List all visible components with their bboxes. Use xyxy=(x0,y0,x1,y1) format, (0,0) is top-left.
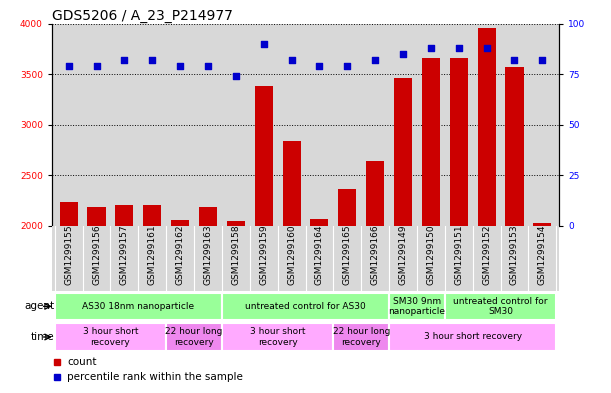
Bar xyxy=(450,58,468,226)
Text: time: time xyxy=(31,332,55,342)
Bar xyxy=(87,207,106,226)
Text: untreated control for
SM30: untreated control for SM30 xyxy=(453,297,548,316)
Bar xyxy=(115,205,133,226)
Point xyxy=(454,45,464,51)
Bar xyxy=(60,202,78,226)
Point xyxy=(370,57,380,63)
Bar xyxy=(394,78,412,226)
Point xyxy=(538,57,547,63)
Bar xyxy=(166,323,222,351)
Point xyxy=(259,41,269,47)
Text: AS30 18nm nanoparticle: AS30 18nm nanoparticle xyxy=(82,302,194,311)
Text: 3 hour short recovery: 3 hour short recovery xyxy=(423,332,522,342)
Bar xyxy=(143,205,161,226)
Point xyxy=(342,63,352,69)
Point xyxy=(426,45,436,51)
Bar xyxy=(334,323,389,351)
Bar xyxy=(199,207,217,226)
Point xyxy=(231,73,241,79)
Point xyxy=(147,57,157,63)
Text: agent: agent xyxy=(24,301,55,311)
Bar xyxy=(55,323,166,351)
Bar xyxy=(282,141,301,226)
Bar xyxy=(310,219,329,226)
Text: 3 hour short
recovery: 3 hour short recovery xyxy=(82,327,138,347)
Bar xyxy=(222,293,389,320)
Bar xyxy=(338,189,356,226)
Bar xyxy=(255,86,273,226)
Point xyxy=(481,45,491,51)
Text: 22 hour long
recovery: 22 hour long recovery xyxy=(332,327,390,347)
Bar xyxy=(389,293,445,320)
Bar xyxy=(389,323,556,351)
Bar xyxy=(533,223,551,226)
Text: untreated control for AS30: untreated control for AS30 xyxy=(245,302,366,311)
Bar xyxy=(222,323,334,351)
Text: percentile rank within the sample: percentile rank within the sample xyxy=(67,372,243,382)
Bar xyxy=(478,28,496,226)
Point xyxy=(287,57,296,63)
Bar xyxy=(171,220,189,226)
Point xyxy=(510,57,519,63)
Bar xyxy=(445,293,556,320)
Point xyxy=(120,57,130,63)
Text: 22 hour long
recovery: 22 hour long recovery xyxy=(166,327,223,347)
Point xyxy=(315,63,324,69)
Text: 3 hour short
recovery: 3 hour short recovery xyxy=(250,327,306,347)
Point xyxy=(203,63,213,69)
Bar xyxy=(55,293,222,320)
Point xyxy=(64,63,73,69)
Text: GDS5206 / A_23_P214977: GDS5206 / A_23_P214977 xyxy=(52,9,233,22)
Bar xyxy=(505,67,524,226)
Point xyxy=(92,63,101,69)
Point xyxy=(398,51,408,57)
Text: count: count xyxy=(67,356,97,367)
Bar xyxy=(366,161,384,226)
Bar xyxy=(227,221,245,226)
Text: SM30 9nm
nanoparticle: SM30 9nm nanoparticle xyxy=(389,297,445,316)
Point xyxy=(175,63,185,69)
Bar xyxy=(422,58,440,226)
